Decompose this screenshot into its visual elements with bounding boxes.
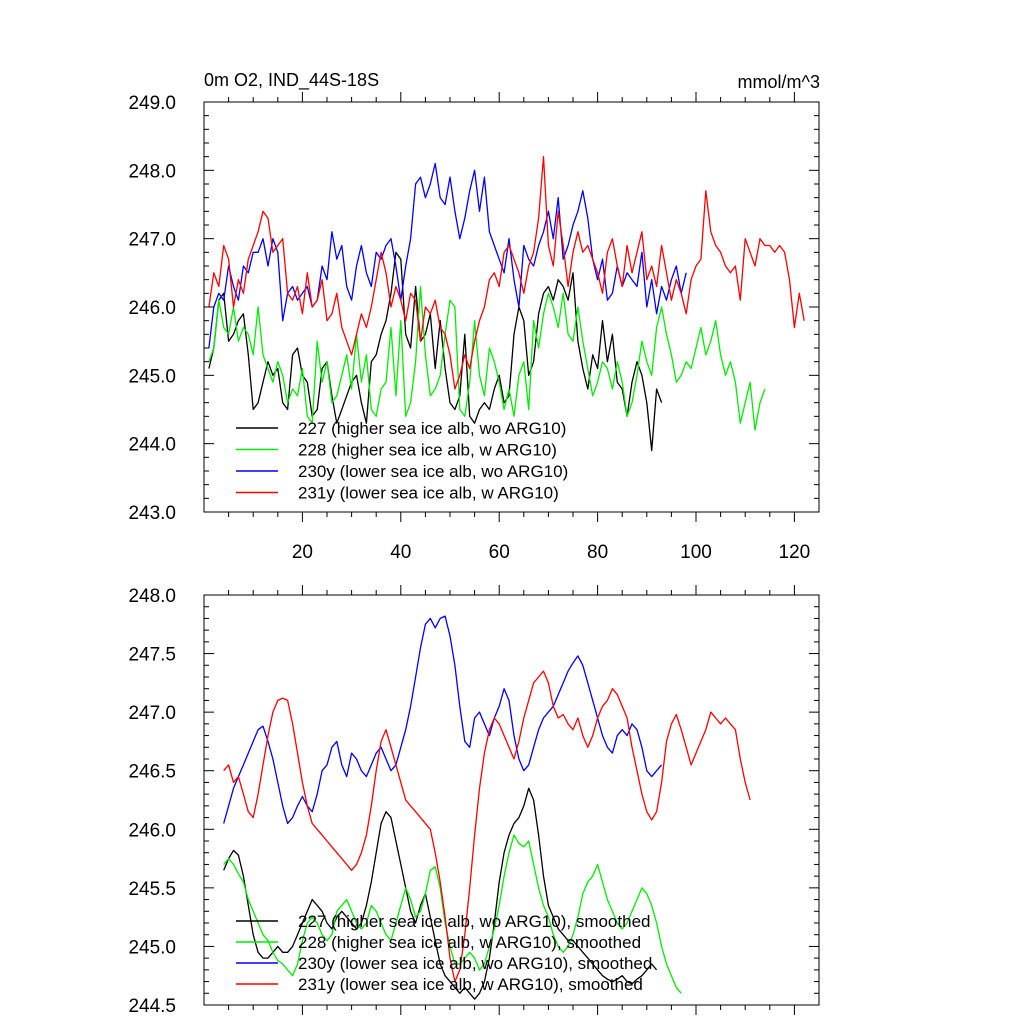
- legend-label-2: 230y (lower sea ice alb, wo ARG10), smoo…: [298, 954, 652, 973]
- bottom-panel: 244.5 245.0 245.5 246.0 246.5 247.0 247.5 248.0…: [128, 585, 820, 1017]
- legend-label-0: 227 (higher sea ice alb, wo ARG10): [298, 419, 566, 438]
- top-ticks-layer: 243.0 244.0 245.0 246.0 247.0 248.0 249.0 20 40 6…: [128, 92, 819, 563]
- series-line-0: [223, 787, 658, 1000]
- y-tick-label: 245.0: [128, 937, 176, 958]
- y-tick-label: 246.0: [128, 820, 176, 841]
- y-tick-label: 245.5: [128, 879, 176, 900]
- y-tick-label: 247.0: [128, 230, 176, 251]
- y-tick-label: 245.0: [128, 366, 176, 387]
- legend-label-0: 227 (higher sea ice alb, wo ARG10), smoo…: [298, 912, 650, 931]
- y-tick-label: 243.0: [128, 503, 176, 524]
- series-line-3: [208, 156, 805, 390]
- series-line-0: [208, 251, 663, 452]
- x-tick-label: 100: [680, 542, 712, 563]
- y-tick-label: 248.0: [128, 161, 176, 182]
- series-line-1: [223, 834, 682, 994]
- x-tick-label: 60: [489, 542, 510, 563]
- legend-label-1: 228 (higher sea ice alb, w ARG10): [298, 441, 557, 460]
- legend-label-2: 230y (lower sea ice alb, wo ARG10): [298, 462, 568, 481]
- bottom-legend: 227 (higher sea ice alb, wo ARG10), smoo…: [236, 912, 652, 994]
- y-tick-label: 249.0: [128, 93, 176, 114]
- x-tick-label: 20: [292, 542, 313, 563]
- top-panel: 0m O2, IND_44S-18S mmol/m^3 243.0244.024…: [128, 70, 820, 563]
- y-tick-label: 248.0: [128, 586, 176, 607]
- series-line-2: [223, 615, 663, 825]
- legend-label-3: 231y (lower sea ice alb, w ARG10), smoot…: [298, 975, 643, 994]
- top-series-layer: [208, 156, 805, 452]
- series-line-2: [208, 162, 687, 349]
- top-title: 0m O2, IND_44S-18S: [204, 70, 379, 91]
- series-line-1: [208, 285, 766, 431]
- bottom-series-layer: [223, 615, 751, 1000]
- legend-label-1: 228 (higher sea ice alb, w ARG10), smoot…: [298, 933, 641, 952]
- x-tick-label: 80: [587, 542, 608, 563]
- y-tick-label: 247.0: [128, 703, 176, 724]
- top-legend: 227 (higher sea ice alb, wo ARG10) 228 (h…: [236, 419, 568, 503]
- y-tick-label: 244.5: [128, 996, 176, 1017]
- y-tick-label: 244.0: [128, 435, 176, 456]
- x-tick-label: 40: [390, 542, 411, 563]
- y-tick-label: 246.5: [128, 762, 176, 783]
- bottom-plot-frame: [203, 594, 820, 1006]
- y-tick-label: 247.5: [128, 645, 176, 666]
- top-units: mmol/m^3: [738, 72, 820, 92]
- series-line-3: [223, 670, 751, 983]
- legend-label-3: 231y (lower sea ice alb, w ARG10): [298, 484, 559, 503]
- bottom-ticks-layer: 244.5 245.0 245.5 246.0 246.5 247.0 247.5 248.0: [128, 585, 819, 1017]
- x-tick-label: 120: [779, 542, 811, 563]
- y-tick-label: 246.0: [128, 298, 176, 319]
